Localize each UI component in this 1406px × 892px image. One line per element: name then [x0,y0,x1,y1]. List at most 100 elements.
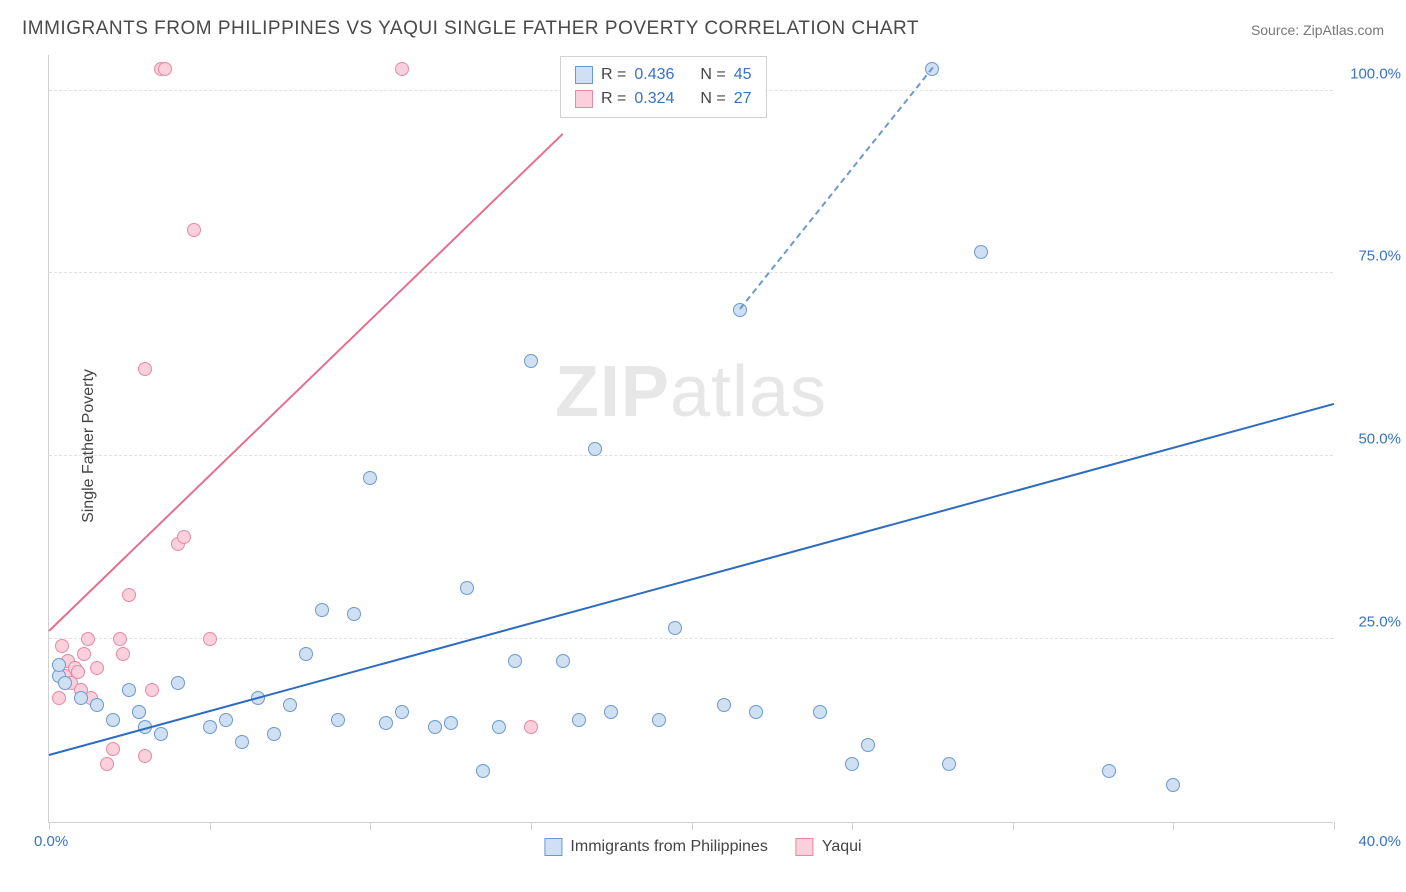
plot-area: ZIPatlas 25.0%50.0%75.0%100.0%0.0%40.0% [48,55,1333,823]
data-point-blue [74,691,88,705]
data-point-blue [572,713,586,727]
data-point-pink [71,665,85,679]
data-point-pink [77,647,91,661]
data-point-pink [90,661,104,675]
series-legend: Immigrants from Philippines Yaqui [544,838,861,856]
gridline [49,638,1333,639]
data-point-blue [132,705,146,719]
data-point-blue [460,581,474,595]
series-legend-label: Yaqui [822,838,862,856]
data-point-pink [122,588,136,602]
data-point-blue [363,471,377,485]
data-point-blue [235,735,249,749]
data-point-pink [177,530,191,544]
data-point-blue [604,705,618,719]
x-tick-label: 0.0% [34,833,68,850]
data-point-blue [203,720,217,734]
data-point-blue [524,354,538,368]
x-tick [1013,822,1014,830]
legend-swatch [575,90,593,108]
source-link[interactable]: ZipAtlas.com [1303,22,1384,38]
data-point-blue [845,757,859,771]
data-point-blue [106,713,120,727]
r-value: 0.436 [634,66,674,84]
data-point-blue [1166,778,1180,792]
data-point-pink [524,720,538,734]
legend-swatch [544,838,562,856]
gridline [49,272,1333,273]
data-point-blue [717,698,731,712]
data-point-blue [556,654,570,668]
source-prefix: Source: [1251,22,1303,38]
r-label: R = [601,66,626,84]
x-tick [49,822,50,830]
data-point-blue [476,764,490,778]
data-point-blue [283,698,297,712]
trend-line [48,133,563,632]
data-point-blue [444,716,458,730]
source-attribution: Source: ZipAtlas.com [1251,22,1384,38]
r-label: R = [601,90,626,108]
data-point-pink [52,691,66,705]
data-point-blue [154,727,168,741]
data-point-blue [122,683,136,697]
data-point-pink [395,62,409,76]
data-point-pink [138,749,152,763]
x-tick [1334,822,1335,830]
legend-swatch [575,66,593,84]
n-value: 45 [734,66,752,84]
data-point-blue [428,720,442,734]
data-point-pink [81,632,95,646]
data-point-blue [588,442,602,456]
data-point-pink [138,362,152,376]
data-point-blue [813,705,827,719]
x-tick [531,822,532,830]
r-value: 0.324 [634,90,674,108]
x-tick [210,822,211,830]
data-point-blue [492,720,506,734]
data-point-blue [315,603,329,617]
data-point-blue [331,713,345,727]
series-legend-label: Immigrants from Philippines [570,838,767,856]
data-point-pink [113,632,127,646]
data-point-blue [749,705,763,719]
x-tick-label: 40.0% [1358,833,1401,850]
data-point-blue [171,676,185,690]
data-point-pink [116,647,130,661]
x-tick [1173,822,1174,830]
series-legend-item: Immigrants from Philippines [544,838,767,856]
watermark: ZIPatlas [555,351,827,433]
data-point-blue [974,245,988,259]
data-point-pink [187,223,201,237]
n-label: N = [700,66,725,84]
watermark-bold: ZIP [555,352,670,432]
data-point-pink [55,639,69,653]
x-tick [692,822,693,830]
series-legend-item: Yaqui [796,838,862,856]
data-point-blue [219,713,233,727]
data-point-blue [668,621,682,635]
data-point-blue [942,757,956,771]
x-tick [370,822,371,830]
data-point-blue [52,658,66,672]
data-point-pink [106,742,120,756]
y-tick-label: 50.0% [1358,431,1401,448]
data-point-blue [1102,764,1116,778]
x-tick [852,822,853,830]
data-point-blue [267,727,281,741]
data-point-blue [347,607,361,621]
data-point-pink [203,632,217,646]
data-point-blue [395,705,409,719]
data-point-blue [508,654,522,668]
data-point-pink [145,683,159,697]
n-label: N = [700,90,725,108]
watermark-rest: atlas [670,352,827,432]
data-point-blue [58,676,72,690]
stats-legend-row: R = 0.324 N = 27 [575,87,752,111]
y-tick-label: 100.0% [1350,65,1401,82]
data-point-blue [652,713,666,727]
n-value: 27 [734,90,752,108]
legend-swatch [796,838,814,856]
data-point-pink [100,757,114,771]
data-point-blue [379,716,393,730]
